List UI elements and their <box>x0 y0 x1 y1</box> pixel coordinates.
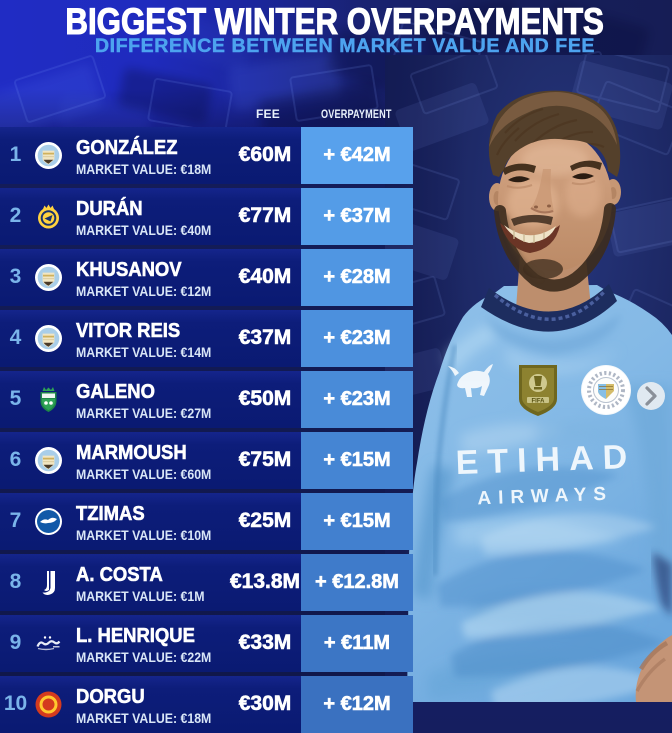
svg-text:FIFA: FIFA <box>532 399 546 405</box>
svg-text:AIRWAYS: AIRWAYS <box>477 484 613 510</box>
svg-text:ETIHAD: ETIHAD <box>455 438 637 482</box>
